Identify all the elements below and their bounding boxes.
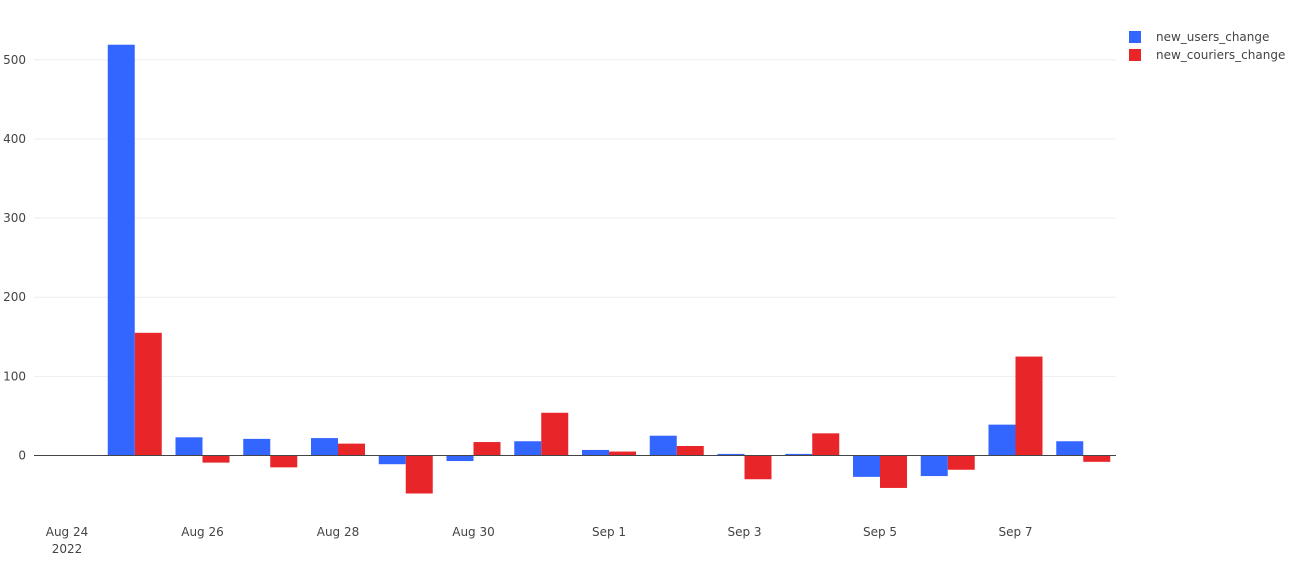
bar-new_couriers_change-sep-4[interactable] bbox=[812, 433, 840, 456]
legend-label-new-users: new_users_change bbox=[1156, 30, 1270, 44]
x-tick-label: Sep 3 bbox=[727, 525, 761, 539]
bar-new_users_change-sep-3[interactable] bbox=[717, 453, 745, 456]
x-tick-label: Sep 7 bbox=[998, 525, 1032, 539]
gridlines bbox=[34, 59, 1116, 377]
bar-new_couriers_change-sep-5[interactable] bbox=[880, 455, 907, 488]
bar-new_users_change-aug-25[interactable] bbox=[107, 44, 135, 456]
bar-new_users_change-sep-1[interactable] bbox=[582, 449, 609, 456]
legend-swatch-new-users bbox=[1129, 31, 1141, 43]
y-tick-label: 100 bbox=[3, 369, 26, 383]
legend: new_users_change new_couriers_change bbox=[1129, 28, 1285, 64]
bar-new_couriers_change-sep-1[interactable] bbox=[609, 451, 636, 456]
x-tick-label: Sep 1 bbox=[592, 525, 626, 539]
y-tick-label: 200 bbox=[3, 290, 26, 304]
bar-new_couriers_change-aug-26[interactable] bbox=[202, 455, 230, 463]
legend-label-new-couriers: new_couriers_change bbox=[1156, 48, 1286, 62]
bar-new_users_change-aug-27[interactable] bbox=[243, 438, 271, 456]
legend-swatch-new-couriers bbox=[1129, 49, 1141, 61]
bar-new_couriers_change-aug-31[interactable] bbox=[541, 412, 569, 456]
bar-new_couriers_change-sep-2[interactable] bbox=[676, 446, 704, 456]
bar-new_users_change-aug-29[interactable] bbox=[378, 455, 406, 465]
bar-new_users_change-aug-26[interactable] bbox=[175, 437, 203, 456]
x-tick-year-label: 2022 bbox=[52, 542, 83, 556]
bar-new_couriers_change-sep-7[interactable] bbox=[1015, 356, 1043, 456]
x-axis-ticks: Aug 24 2022 Aug 26 Aug 28 Aug 30 Sep 1 Sep 3 Se… bbox=[46, 525, 1033, 556]
y-tick-label: 0 bbox=[18, 449, 26, 463]
bar-new_couriers_change-aug-29[interactable] bbox=[405, 455, 433, 494]
y-tick-label: 400 bbox=[3, 132, 26, 146]
x-tick-label: Aug 24 bbox=[46, 525, 89, 539]
legend-item-new-couriers[interactable]: new_couriers_change bbox=[1129, 46, 1285, 64]
bar-new_users_change-sep-2[interactable] bbox=[649, 435, 677, 456]
bar-new_users_change-sep-5[interactable] bbox=[853, 455, 880, 477]
x-tick-label: Aug 28 bbox=[317, 525, 360, 539]
bar-new_users_change-sep-6[interactable] bbox=[920, 455, 948, 477]
bar-new_couriers_change-sep-6[interactable] bbox=[947, 455, 975, 470]
bar-new_users_change-aug-31[interactable] bbox=[514, 441, 542, 456]
bar-new_couriers_change-aug-25[interactable] bbox=[134, 332, 162, 456]
y-tick-label: 500 bbox=[3, 53, 26, 67]
bar-new_couriers_change-sep-8[interactable] bbox=[1083, 455, 1111, 462]
x-tick-label: Sep 5 bbox=[863, 525, 897, 539]
bars bbox=[107, 44, 1111, 494]
bar-new_users_change-sep-8[interactable] bbox=[1056, 441, 1084, 456]
bar-new_users_change-aug-28[interactable] bbox=[311, 438, 338, 456]
bar-new_couriers_change-aug-27[interactable] bbox=[270, 455, 298, 468]
y-axis-ticks: 0 100 200 300 400 500 bbox=[3, 53, 26, 463]
bar-new_couriers_change-aug-28[interactable] bbox=[338, 443, 365, 456]
x-tick-label: Aug 26 bbox=[181, 525, 224, 539]
bar-new_couriers_change-aug-30[interactable] bbox=[473, 442, 501, 456]
y-tick-label: 300 bbox=[3, 211, 26, 225]
legend-item-new-users[interactable]: new_users_change bbox=[1129, 28, 1285, 46]
bar-new_users_change-sep-4[interactable] bbox=[785, 453, 813, 456]
x-tick-label: Aug 30 bbox=[452, 525, 495, 539]
bar-new_couriers_change-sep-3[interactable] bbox=[744, 455, 772, 480]
bar-new_users_change-sep-7[interactable] bbox=[988, 424, 1016, 456]
bar-new_users_change-aug-30[interactable] bbox=[446, 455, 474, 462]
